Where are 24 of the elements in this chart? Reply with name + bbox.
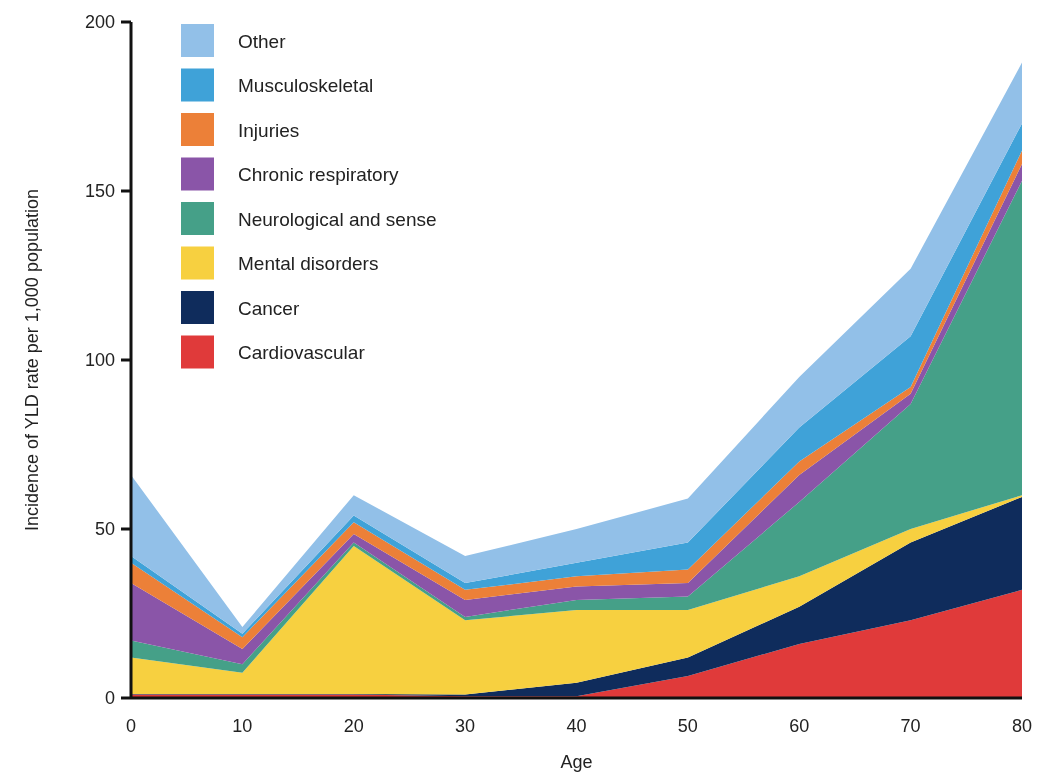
legend-label: Musculoskeletal bbox=[238, 75, 374, 97]
x-tick-label: 50 bbox=[677, 716, 698, 736]
y-tick-label: 150 bbox=[84, 181, 115, 202]
legend-label: Chronic respiratory bbox=[238, 164, 399, 186]
y-tick-label: 100 bbox=[84, 350, 115, 371]
legend-label: Mental disorders bbox=[238, 253, 379, 275]
legend-label: Other bbox=[238, 30, 287, 52]
legend-label: Cancer bbox=[238, 297, 300, 319]
legend-label: Neurological and sense bbox=[238, 208, 437, 230]
x-tick-label: 80 bbox=[1011, 716, 1033, 736]
legend-label: Cardiovascular bbox=[238, 342, 366, 364]
x-tick-label: 20 bbox=[343, 716, 364, 736]
legend-label: Injuries bbox=[238, 119, 300, 141]
x-tick-label: 0 bbox=[125, 716, 137, 736]
x-tick-label: 60 bbox=[789, 716, 810, 736]
y-tick-label: 50 bbox=[94, 519, 115, 540]
x-tick-label: 70 bbox=[900, 716, 921, 736]
x-tick-label: 30 bbox=[455, 716, 476, 736]
y-tick-label: 0 bbox=[104, 688, 115, 709]
x-tick-label: 10 bbox=[232, 716, 253, 736]
x-tick-label: 40 bbox=[566, 716, 587, 736]
y-tick-label: 200 bbox=[84, 12, 115, 33]
x-axis-title: Age bbox=[560, 752, 593, 772]
y-axis-title: Incidence of YLD rate per 1,000 population bbox=[22, 189, 42, 531]
